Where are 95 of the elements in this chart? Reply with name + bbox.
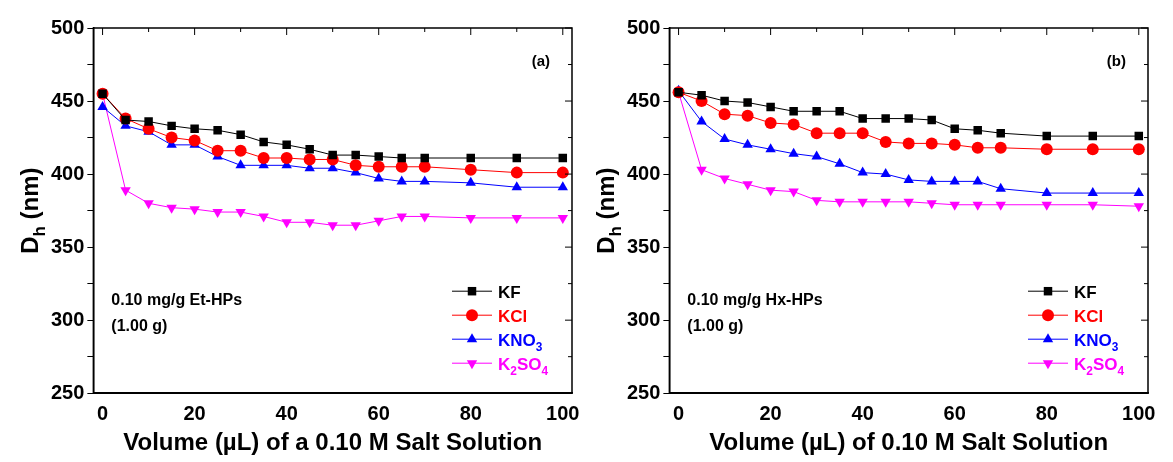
point xyxy=(696,166,707,176)
point xyxy=(719,133,730,143)
x-tick-label: 60 xyxy=(367,401,390,424)
point xyxy=(972,175,983,185)
point xyxy=(1041,201,1052,211)
point xyxy=(903,198,914,208)
point xyxy=(925,137,938,150)
x-tick-label: 40 xyxy=(275,401,298,424)
annotation: (a) xyxy=(531,52,551,69)
y-tick-label: 400 xyxy=(626,161,661,184)
point xyxy=(765,143,776,153)
point xyxy=(904,114,913,123)
x-axis-title: Volume (µL) of a 0.10 M Salt Solution xyxy=(123,428,543,456)
point xyxy=(879,135,892,148)
y-tick-label: 450 xyxy=(50,88,85,111)
point xyxy=(1087,187,1098,197)
x-tick-label: 100 xyxy=(1122,401,1156,424)
point xyxy=(971,141,984,154)
x-tick-label: 60 xyxy=(943,401,966,424)
point xyxy=(834,198,845,208)
y-axis-title: Dh (nm) xyxy=(592,167,626,254)
point xyxy=(787,118,800,131)
x-tick-label: 20 xyxy=(183,401,206,424)
point xyxy=(1133,203,1144,213)
point xyxy=(856,127,869,140)
y-tick-label: 350 xyxy=(50,234,85,257)
point xyxy=(948,138,961,151)
point xyxy=(1086,143,1099,156)
y-axis-title: Dh (nm) xyxy=(16,167,50,254)
x-tick-label: 0 xyxy=(97,401,109,424)
y-tick-label: 400 xyxy=(50,161,85,184)
annotation: 0.10 mg/g Et-HPs xyxy=(111,291,243,309)
point xyxy=(995,201,1006,211)
annotation: (1.00 g) xyxy=(687,317,744,335)
point xyxy=(858,114,867,123)
point xyxy=(857,166,868,176)
point xyxy=(1041,187,1052,197)
point xyxy=(949,201,960,211)
point xyxy=(902,137,915,150)
point xyxy=(789,107,798,116)
x-tick-label: 100 xyxy=(546,401,580,424)
y-tick-label: 500 xyxy=(50,15,85,38)
point xyxy=(1132,143,1145,156)
point xyxy=(812,107,821,116)
point xyxy=(972,201,983,211)
point xyxy=(720,96,729,106)
point xyxy=(810,127,823,140)
point xyxy=(835,107,844,116)
point xyxy=(811,197,822,207)
point xyxy=(833,127,846,140)
annotation: (b) xyxy=(1106,52,1126,69)
legend-label: KF xyxy=(1074,283,1097,303)
annotation: 0.10 mg/g Hx-HPs xyxy=(687,291,823,309)
point xyxy=(788,147,799,157)
point xyxy=(742,138,753,148)
x-tick-label: 0 xyxy=(673,401,685,424)
point xyxy=(950,124,959,134)
point xyxy=(766,102,775,112)
point xyxy=(697,90,706,100)
point xyxy=(765,187,776,197)
y-tick-label: 500 xyxy=(626,15,661,38)
legend-label: KCl xyxy=(498,307,528,327)
point xyxy=(1040,143,1053,156)
annotation: (1.00 g) xyxy=(111,317,168,335)
point xyxy=(857,198,868,208)
point xyxy=(1087,201,1098,211)
point xyxy=(719,175,730,185)
x-tick-label: 80 xyxy=(459,401,482,424)
point xyxy=(880,198,891,208)
point xyxy=(994,141,1007,154)
y-tick-label: 450 xyxy=(626,88,661,111)
point xyxy=(926,200,937,210)
x-axis-title: Volume (µL) of 0.10 M Salt Solution xyxy=(709,428,1109,456)
point xyxy=(718,108,731,121)
point xyxy=(764,116,777,129)
y-tick-label: 300 xyxy=(626,307,661,330)
x-tick-label: 80 xyxy=(1035,401,1058,424)
point xyxy=(742,181,753,191)
x-tick-label: 40 xyxy=(851,401,874,424)
y-tick-label: 250 xyxy=(626,380,661,403)
point xyxy=(973,126,982,135)
legend-label: KF xyxy=(498,283,521,303)
y-tick-label: 300 xyxy=(50,307,85,330)
point xyxy=(743,98,752,107)
point xyxy=(811,150,822,160)
point xyxy=(996,128,1005,138)
y-tick-label: 250 xyxy=(50,380,85,403)
point xyxy=(880,168,891,178)
x-tick-label: 20 xyxy=(759,401,782,424)
point xyxy=(741,109,754,122)
y-tick-label: 350 xyxy=(626,234,661,257)
point xyxy=(1133,187,1144,197)
point xyxy=(881,114,890,123)
point xyxy=(927,115,936,125)
legend-label: KCl xyxy=(1074,307,1104,327)
